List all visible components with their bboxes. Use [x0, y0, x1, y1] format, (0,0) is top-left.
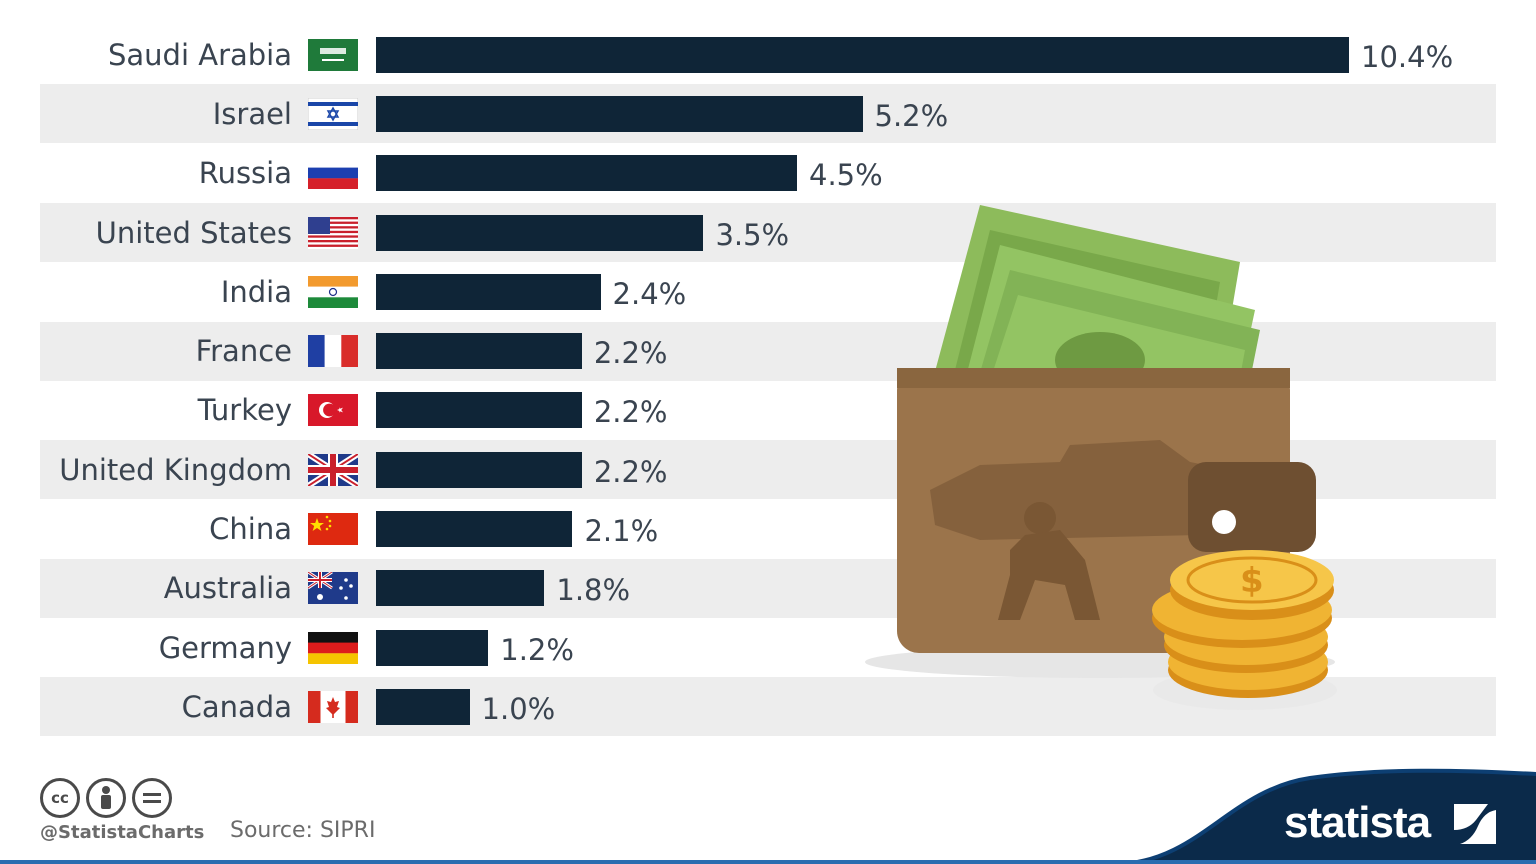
value-label: 1.0% — [481, 691, 556, 726]
united-states-flag — [308, 216, 358, 249]
value-label: 2.2% — [593, 454, 668, 489]
india-flag — [308, 275, 358, 308]
bar — [376, 688, 470, 725]
statista-logo-icon[interactable] — [1454, 804, 1496, 844]
israel-flag — [308, 97, 358, 130]
bar — [376, 273, 601, 310]
australia-flag — [308, 572, 358, 605]
value-label: 10.4% — [1361, 39, 1454, 74]
value-label: 4.5% — [809, 158, 883, 193]
twitter-handle[interactable]: @StatistaCharts — [40, 822, 205, 843]
category-label: Turkey — [197, 393, 292, 428]
bar — [376, 214, 704, 251]
value-label: 1.8% — [556, 573, 631, 608]
category-label: Australia — [163, 571, 292, 606]
canada-flag — [308, 690, 358, 723]
bar — [376, 392, 582, 429]
category-label: Saudi Arabia — [107, 37, 292, 72]
china-flag — [308, 513, 358, 546]
category-label: Germany — [158, 630, 292, 665]
nd-icon[interactable] — [132, 778, 172, 818]
value-label: 2.1% — [584, 514, 659, 549]
license-icons: cc — [40, 778, 172, 818]
bar-chart: Saudi Arabia 10.4% Israel 5.2% Russia 4.5% Uni… — [40, 36, 1496, 737]
bar — [376, 333, 582, 370]
category-label: China — [209, 512, 292, 547]
category-label: India — [220, 274, 292, 309]
statista-logo-text[interactable]: statista — [1284, 798, 1431, 847]
bar — [376, 155, 797, 192]
cc-icon[interactable]: cc — [40, 778, 80, 818]
bar — [376, 95, 863, 132]
by-icon[interactable] — [86, 778, 126, 818]
bar — [376, 511, 573, 548]
value-label: 2.2% — [593, 336, 668, 371]
category-label: United States — [95, 215, 292, 250]
category-label: Israel — [212, 96, 292, 131]
brand-wave — [0, 768, 1536, 864]
source-note: Source: SIPRI — [230, 818, 376, 843]
united-kingdom-flag — [308, 453, 358, 486]
category-label: Russia — [198, 156, 292, 191]
russia-flag — [308, 157, 358, 190]
value-label: 3.5% — [715, 217, 790, 252]
turkey-flag — [308, 394, 358, 427]
france-flag — [308, 335, 358, 368]
category-label: France — [195, 334, 292, 369]
saudi-arabia-flag — [308, 38, 358, 71]
value-label: 5.2% — [874, 98, 949, 133]
bar — [376, 629, 489, 666]
category-label: United Kingdom — [59, 452, 292, 487]
category-label: Canada — [181, 689, 292, 724]
germany-flag — [308, 631, 358, 664]
value-label: 2.2% — [593, 395, 668, 430]
value-label: 2.4% — [612, 276, 687, 311]
bar — [376, 36, 1349, 73]
footer: cc @StatistaCharts Source: SIPRI statist… — [0, 760, 1536, 864]
bar — [376, 570, 545, 607]
value-label: 1.2% — [500, 632, 574, 667]
bar — [376, 451, 582, 488]
